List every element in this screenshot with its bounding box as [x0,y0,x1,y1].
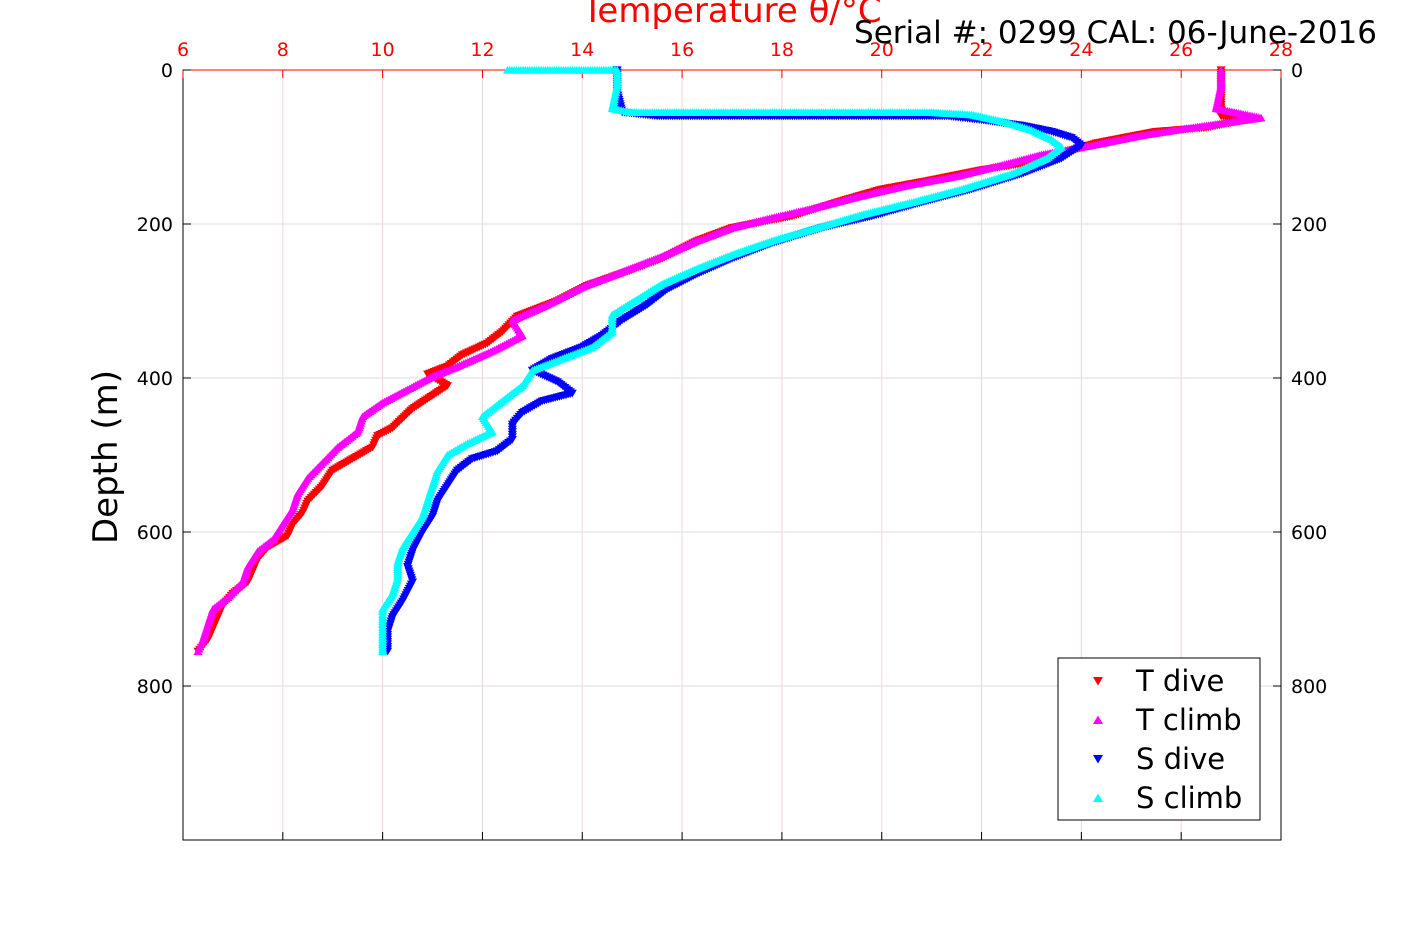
legend-marker-s-climb [1093,793,1103,802]
legend-label-s-dive: S dive [1136,742,1225,776]
y-tick-label-right: 800 [1291,676,1327,698]
x-tick-label: 16 [670,39,694,61]
legend-label-t-climb: T climb [1135,703,1242,737]
legend-marker-t-climb [1093,715,1103,724]
y-axis-title: Depth (m) [86,370,126,544]
x-tick-label: 14 [570,39,594,61]
series-t-dive [193,66,1251,656]
x-tick-label: 28 [1269,39,1293,61]
x-tick-label: 20 [870,39,894,61]
y-tick-label-left: 600 [137,522,173,544]
x-tick-label: 10 [371,39,395,61]
series-s-climb [378,65,1066,655]
x-tick-label: 12 [470,39,494,61]
data-point [378,647,388,655]
y-tick-label-left: 200 [137,214,173,236]
legend-marker-t-dive [1093,677,1103,686]
y-tick-label-left: 400 [137,368,173,390]
serial-label: Serial #: 0299 CAL: 06-June-2016 [854,15,1377,51]
legend-box [1057,657,1261,821]
y-tick-label-left: 0 [161,60,173,82]
data-point [193,647,203,655]
y-tick-label-right: 400 [1291,368,1327,390]
y-tick-label-right: 200 [1291,214,1327,236]
series-s-dive [383,66,1086,656]
series-t-climb [193,65,1266,655]
x-tick-label: 22 [969,39,993,61]
y-tick-label-right: 0 [1291,60,1303,82]
legend-label-s-climb: S climb [1136,781,1242,815]
x-tick-label: 26 [1169,39,1193,61]
series-layer [193,65,1266,656]
x-axis-title: Temperature θ/°C [581,0,881,31]
y-tick-label-left: 800 [137,676,173,698]
legend: T dive T climb S dive S climb [1057,657,1261,821]
legend-label-t-dive: T dive [1135,664,1224,698]
x-tick-label: 24 [1069,39,1093,61]
x-tick-label: 6 [177,39,189,61]
x-tick-label: 8 [277,39,289,61]
y-tick-label-right: 600 [1291,522,1327,544]
legend-marker-s-dive [1093,755,1103,764]
x-tick-label: 18 [770,39,794,61]
